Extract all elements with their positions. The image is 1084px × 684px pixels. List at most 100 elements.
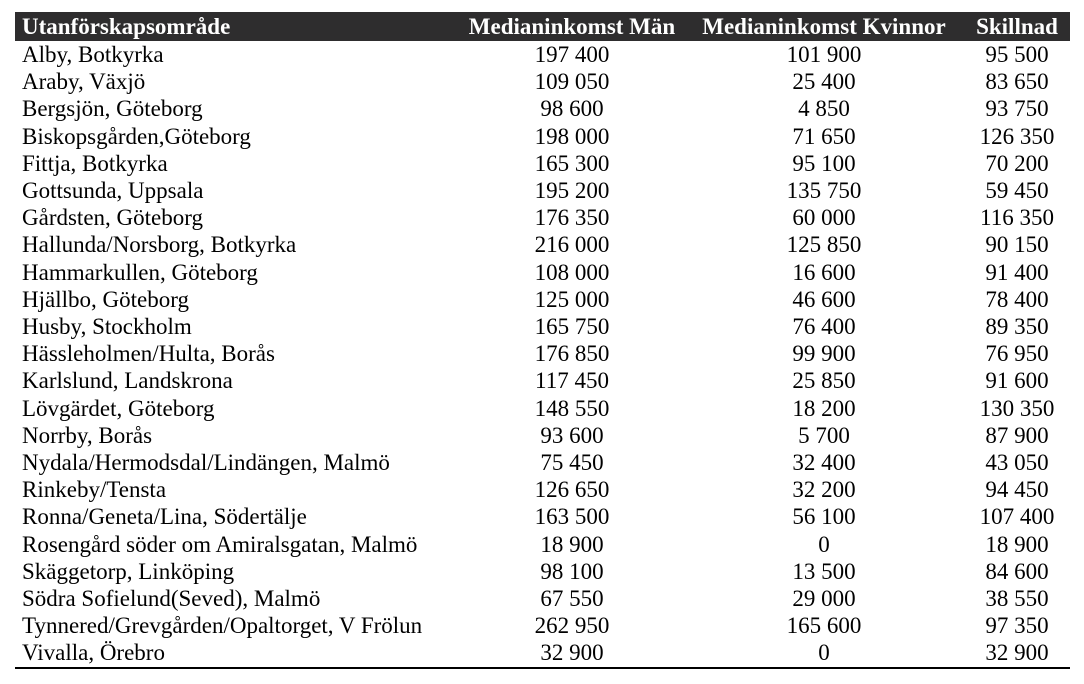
women-income-cell: 0: [818, 531, 830, 557]
table-row: Araby, Växjö 109 050 25 400 83 650: [15, 68, 1070, 95]
difference-cell: 93 750: [985, 96, 1049, 122]
table-row: Fittja, Botkyrka 165 300 95 100 70 200: [15, 150, 1070, 177]
women-income-cell: 5 700: [798, 422, 850, 448]
area-cell: Gårdsten, Göteborg: [22, 205, 203, 231]
difference-cell: 38 550: [985, 586, 1049, 612]
area-cell: Vivalla, Örebro: [15, 639, 460, 669]
area-cell: Hässleholmen/Hulta, Borås: [22, 341, 275, 367]
women-income-cell: 165 600: [786, 613, 862, 639]
table-row: Rosengård söder om Amiralsgatan, Malmö 18…: [15, 531, 1070, 558]
difference-cell: 84 600: [985, 558, 1049, 584]
men-income-cell: 176 350: [534, 205, 610, 231]
men-income-cell: 98 600: [540, 96, 604, 122]
area-cell: Lövgärdet, Göteborg: [22, 395, 215, 421]
area-cell: Alby, Botkyrka: [22, 42, 164, 67]
men-income-cell: 148 550: [534, 395, 610, 421]
difference-cell: 90 150: [985, 232, 1049, 258]
area-cell: Araby, Växjö: [22, 69, 146, 95]
men-income-cell: 216 000: [534, 232, 610, 258]
area-cell: Södra Sofielund(Seved), Malmö: [22, 586, 321, 612]
table-row: Husby, Stockholm 165 750 76 400 89 350: [15, 313, 1070, 340]
difference-cell: 70 200: [985, 150, 1049, 176]
men-income-cell: 18 900: [540, 531, 604, 557]
area-cell: Hallunda/Norsborg, Botkyrka: [22, 232, 297, 258]
column-header-area: Utanförskapsområde: [15, 12, 460, 41]
area-cell: Rinkeby/Tensta: [22, 477, 167, 503]
area-cell: Rosengård söder om Amiralsgatan, Malmö: [22, 531, 418, 557]
table-row: Nydala/Hermodsdal/Lindängen, Malmö 75 450…: [15, 449, 1070, 476]
women-income-cell: 95 100: [792, 150, 856, 176]
women-income-cell: 56 100: [792, 504, 856, 530]
column-header-median-income-women: Medianinkomst Kvinnor: [684, 12, 964, 41]
difference-cell: 95 500: [985, 42, 1049, 67]
difference-cell: 97 350: [985, 613, 1049, 639]
table-row: Tynnered/Grevgården/Opaltorget, V Frölun…: [15, 612, 1070, 639]
women-income-cell: 71 650: [792, 123, 856, 149]
table-row: Hässleholmen/Hulta, Borås 176 850 99 900 76…: [15, 340, 1070, 367]
table-row: Hammarkullen, Göteborg 108 000 16 600 91 40…: [15, 259, 1070, 286]
table-row: Lövgärdet, Göteborg 148 550 18 200 130 350: [15, 395, 1070, 422]
women-income-cell: 101 900: [786, 42, 862, 67]
men-income-cell: 32 900: [460, 639, 684, 669]
column-header-difference: Skillnad: [964, 12, 1070, 41]
table-row: Skäggetorp, Linköping 98 100 13 500 84 600: [15, 558, 1070, 585]
difference-cell: 130 350: [979, 395, 1055, 421]
table-row: Rinkeby/Tensta 126 650 32 200 94 450: [15, 476, 1070, 503]
area-cell: Hjällbo, Göteborg: [22, 286, 189, 312]
men-income-cell: 165 750: [534, 314, 610, 340]
area-cell: Tynnered/Grevgården/Opaltorget, V Frölun: [22, 613, 423, 639]
women-income-cell: 16 600: [792, 259, 856, 285]
men-income-cell: 195 200: [534, 178, 610, 204]
difference-cell: 91 400: [985, 259, 1049, 285]
area-cell: Biskopsgården,Göteborg: [22, 123, 251, 149]
men-income-cell: 98 100: [540, 558, 604, 584]
women-income-cell: 99 900: [792, 341, 856, 367]
women-income-cell: 125 850: [786, 232, 862, 258]
difference-cell: 78 400: [985, 286, 1049, 312]
men-income-cell: 117 450: [535, 368, 609, 394]
difference-cell: 107 400: [979, 504, 1055, 530]
difference-cell: 76 950: [985, 341, 1049, 367]
women-income-cell: 18 200: [792, 395, 856, 421]
difference-cell: 89 350: [985, 314, 1049, 340]
women-income-cell: 32 400: [792, 450, 856, 476]
area-cell: Karlslund, Landskrona: [22, 368, 233, 394]
table-row: Biskopsgården,Göteborg 198 000 71 650 126 3…: [15, 123, 1070, 150]
area-cell: Ronna/Geneta/Lina, Södertälje: [22, 504, 307, 530]
women-income-cell: 32 200: [792, 477, 856, 503]
area-cell: Gottsunda, Uppsala: [22, 178, 204, 204]
area-cell: Bergsjön, Göteborg: [22, 96, 203, 122]
women-income-cell: 76 400: [792, 314, 856, 340]
table-row: Gårdsten, Göteborg 176 350 60 000 116 350: [15, 204, 1070, 231]
men-income-cell: 262 950: [534, 613, 610, 639]
area-cell: Hammarkullen, Göteborg: [22, 259, 258, 285]
men-income-cell: 125 000: [534, 286, 610, 312]
table-row: Södra Sofielund(Seved), Malmö 67 550 29 00…: [15, 585, 1070, 612]
women-income-cell: 0: [684, 639, 964, 669]
women-income-cell: 46 600: [792, 286, 856, 312]
difference-cell: 59 450: [985, 178, 1049, 204]
table-row: Gottsunda, Uppsala 195 200 135 750 59 450: [15, 177, 1070, 204]
men-income-cell: 163 500: [534, 504, 610, 530]
table-header: Utanförskapsområde Medianinkomst Män Med…: [15, 12, 1070, 41]
men-income-cell: 198 000: [534, 123, 610, 149]
men-income-cell: 75 450: [540, 450, 604, 476]
column-header-median-income-men: Medianinkomst Män: [460, 12, 684, 41]
men-income-cell: 197 400: [534, 42, 610, 67]
women-income-cell: 135 750: [786, 178, 862, 204]
table-body: Alby, Botkyrka 197 400 101 900 95 500 Araby,…: [15, 41, 1070, 669]
header-row: Utanförskapsområde Medianinkomst Män Med…: [15, 12, 1070, 41]
women-income-cell: 29 000: [792, 586, 856, 612]
table-row: Hallunda/Norsborg, Botkyrka 216 000 125 85…: [15, 231, 1070, 258]
men-income-cell: 108 000: [534, 259, 610, 285]
difference-cell: 91 600: [985, 368, 1049, 394]
men-income-cell: 93 600: [540, 422, 604, 448]
men-income-cell: 165 300: [534, 150, 610, 176]
area-cell: Skäggetorp, Linköping: [22, 558, 235, 584]
women-income-cell: 25 850: [792, 368, 856, 394]
table-row: Ronna/Geneta/Lina, Södertälje 163 500 56 1…: [15, 503, 1070, 530]
table-row: Hjällbo, Göteborg 125 000 46 600 78 400: [15, 286, 1070, 313]
table-row: Vivalla, Örebro 32 900 0 32 900: [15, 639, 1070, 669]
income-table: Utanförskapsområde Medianinkomst Män Med…: [15, 12, 1070, 669]
